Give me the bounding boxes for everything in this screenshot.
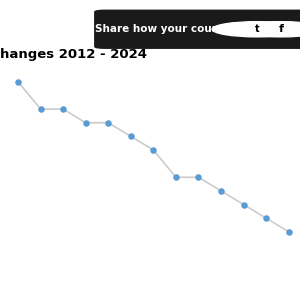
Point: [83, 120, 88, 125]
Point: [264, 216, 268, 220]
Point: [61, 107, 66, 112]
Circle shape: [212, 22, 300, 37]
Text: Share how your country is doing: Share how your country is doing: [95, 24, 286, 34]
Text: f: f: [279, 24, 284, 34]
Point: [128, 134, 133, 139]
Text: hanges 2012 - 2024: hanges 2012 - 2024: [0, 48, 147, 61]
Point: [173, 175, 178, 180]
Point: [196, 175, 201, 180]
Point: [151, 148, 156, 152]
Point: [16, 80, 20, 84]
Point: [106, 120, 111, 125]
Point: [241, 202, 246, 207]
Point: [286, 230, 291, 234]
Text: t: t: [255, 24, 259, 34]
Point: [219, 188, 224, 193]
FancyBboxPatch shape: [95, 10, 300, 48]
Point: [38, 107, 43, 112]
Circle shape: [237, 22, 300, 37]
